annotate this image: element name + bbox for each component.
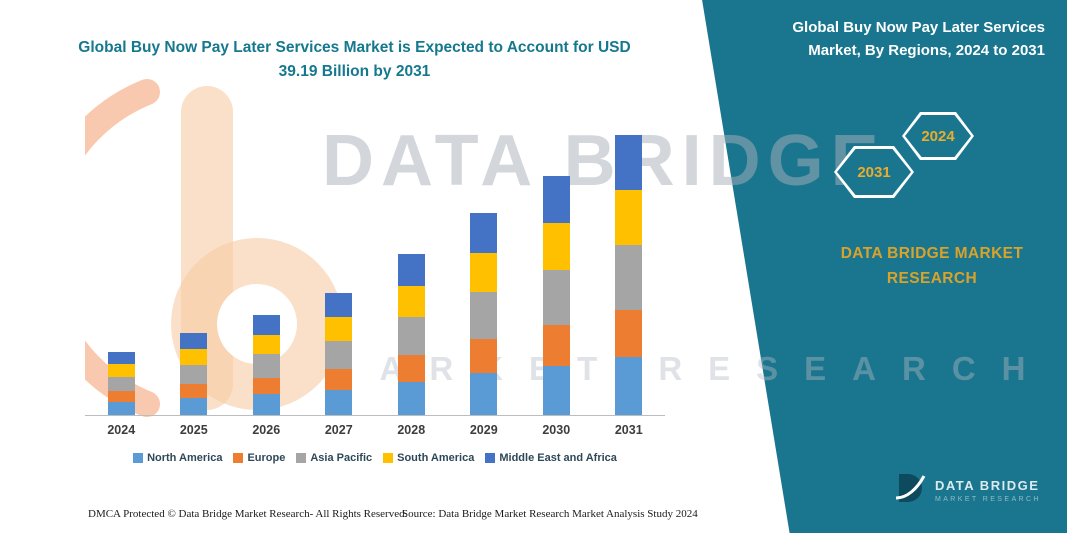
legend-swatch xyxy=(233,453,244,463)
legend-item-asia-pacific: Asia Pacific xyxy=(296,452,372,464)
databridge-logo-text: DATA BRIDGE MARKET RESEARCH xyxy=(935,478,1041,503)
segment-north-america xyxy=(252,394,280,415)
segment-europe xyxy=(107,391,135,402)
segment-middle-east-and-africa xyxy=(107,351,135,365)
hexagon-2031-inner: 2031 xyxy=(837,149,911,195)
legend-label: Asia Pacific xyxy=(310,452,373,464)
source-text: Source: Data Bridge Market Research Mark… xyxy=(402,508,698,520)
hexagon-2031-label: 2031 xyxy=(857,163,891,181)
segment-europe xyxy=(615,310,643,358)
legend-swatch xyxy=(383,453,394,463)
legend-label: North America xyxy=(147,452,223,464)
segment-middle-east-and-africa xyxy=(180,333,208,350)
x-label-2029: 2029 xyxy=(469,423,498,437)
x-label-2024: 2024 xyxy=(107,423,136,437)
segment-europe xyxy=(397,354,425,382)
bar-2031 xyxy=(615,135,643,415)
x-label-2025: 2025 xyxy=(179,423,208,437)
databridge-d-icon xyxy=(893,471,927,510)
bar-2028 xyxy=(397,253,425,415)
segment-south-america xyxy=(252,334,280,355)
segment-europe xyxy=(180,384,208,398)
databridge-logo: DATA BRIDGE MARKET RESEARCH xyxy=(893,471,1041,510)
bar-2025 xyxy=(180,333,208,415)
x-label-2030: 2030 xyxy=(542,423,571,437)
logo-name: DATA BRIDGE xyxy=(935,478,1040,493)
legend-item-south-america: South America xyxy=(383,452,474,464)
segment-europe xyxy=(325,369,353,390)
bar-2029 xyxy=(470,213,498,415)
legend-label: Middle East and Africa xyxy=(499,452,617,464)
chart-title: Global Buy Now Pay Later Services Market… xyxy=(78,39,631,81)
legend-label: Europe xyxy=(247,452,286,464)
segment-north-america xyxy=(107,401,135,415)
segment-north-america xyxy=(180,398,208,415)
legend-swatch xyxy=(133,453,144,463)
stacked-bar-chart: 2024 2025 2026 2027 2028 2029 2030 2031 North A… xyxy=(85,125,665,464)
dmca-text: DMCA Protected © Data Bridge Market Rese… xyxy=(88,508,408,520)
x-label-2031: 2031 xyxy=(614,423,643,437)
x-label-2026: 2026 xyxy=(252,423,281,437)
x-axis-labels: 2024 2025 2026 2027 2028 2029 2030 2031 xyxy=(85,423,665,437)
segment-middle-east-and-africa xyxy=(615,135,643,191)
logo-subtitle: MARKET RESEARCH xyxy=(935,496,1041,503)
hexagon-2024-label: 2024 xyxy=(921,127,955,145)
watermark-marketresearch-text: MARKET RESEARCH xyxy=(326,350,1052,387)
segment-asia-pacific xyxy=(252,354,280,378)
segment-asia-pacific xyxy=(107,376,135,392)
segment-south-america xyxy=(542,223,570,270)
segment-middle-east-and-africa xyxy=(470,213,498,253)
segment-south-america xyxy=(397,285,425,318)
segment-north-america xyxy=(397,381,425,415)
watermark-databridge-text: DATA BRIDGE xyxy=(322,121,886,201)
brand-text: DATA BRIDGE MARKET RESEARCH xyxy=(840,245,1024,287)
segment-south-america xyxy=(107,364,135,377)
legend-swatch xyxy=(485,453,496,463)
segment-asia-pacific xyxy=(180,365,208,385)
bar-2024 xyxy=(107,351,135,415)
legend-swatch xyxy=(296,453,307,463)
segment-north-america xyxy=(542,365,570,415)
segment-europe xyxy=(542,325,570,366)
segment-asia-pacific xyxy=(325,340,353,370)
segment-asia-pacific xyxy=(542,269,570,326)
segment-asia-pacific xyxy=(397,317,425,355)
segment-middle-east-and-africa xyxy=(325,293,353,318)
bar-2030 xyxy=(542,176,570,415)
plot-area xyxy=(85,125,665,416)
panel-title: Global Buy Now Pay Later Services Market… xyxy=(792,19,1045,60)
legend-item-europe: Europe xyxy=(233,452,285,464)
segment-north-america xyxy=(325,389,353,415)
segment-south-america xyxy=(180,349,208,366)
chart-legend: North America Europe Asia Pacific South Ame… xyxy=(85,452,665,464)
segment-middle-east-and-africa xyxy=(397,253,425,286)
x-label-2028: 2028 xyxy=(397,423,426,437)
hexagon-2024-inner: 2024 xyxy=(905,115,971,157)
segment-middle-east-and-africa xyxy=(252,315,280,335)
hexagon-2024: 2024 xyxy=(902,112,974,160)
segment-north-america xyxy=(470,373,498,415)
segment-north-america xyxy=(615,357,643,415)
legend-item-middle-east-and-africa: Middle East and Africa xyxy=(485,452,617,464)
x-label-2027: 2027 xyxy=(324,423,353,437)
bar-2027 xyxy=(325,293,353,415)
segment-asia-pacific xyxy=(615,245,643,311)
segment-south-america xyxy=(325,317,353,341)
segment-south-america xyxy=(470,252,498,293)
segment-middle-east-and-africa xyxy=(542,176,570,224)
segment-south-america xyxy=(615,190,643,246)
segment-europe xyxy=(252,377,280,395)
bar-2026 xyxy=(252,315,280,415)
legend-label: South America xyxy=(397,452,475,464)
segment-asia-pacific xyxy=(470,292,498,340)
segment-europe xyxy=(470,339,498,374)
legend-item-north-america: North America xyxy=(133,452,222,464)
hexagon-2031: 2031 xyxy=(834,146,914,198)
